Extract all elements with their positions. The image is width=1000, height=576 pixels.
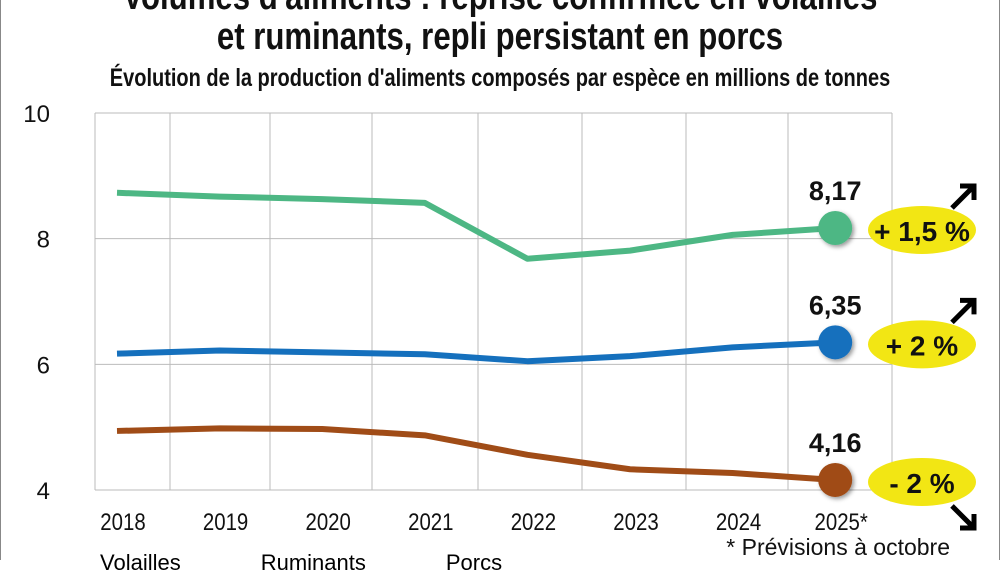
chart-subtitle: Évolution de la production d'aliments co… — [109, 64, 891, 92]
last-point-marker — [818, 462, 853, 497]
change-badge — [868, 205, 976, 254]
series-line-porcs — [116, 425, 836, 483]
arrow-down-right-icon — [950, 504, 977, 531]
y-tick-label: 10 — [23, 101, 50, 128]
change-badge — [868, 320, 976, 369]
chart-title-line1: Volumes d'aliments : reprise confirmée e… — [90, 0, 910, 19]
x-tick-label: 2021 — [408, 508, 453, 535]
change-label: + 2 % — [886, 330, 958, 361]
last-point-marker — [818, 210, 853, 245]
last-value-label: 6,35 — [809, 290, 862, 320]
arrow-up-right-icon — [950, 297, 977, 325]
series-line-volailles — [116, 189, 836, 262]
y-tick-label: 4 — [37, 478, 50, 505]
last-point-marker — [818, 325, 853, 360]
last-value-label: 4,16 — [809, 428, 862, 458]
legend-item: Volailles — [100, 550, 181, 575]
legend-item: Ruminants — [260, 550, 366, 575]
x-tick-label: 2024 — [716, 508, 761, 535]
chart-title-line2: et ruminants, repli persistant en porcs — [216, 16, 784, 58]
line-chart: 4 6 8 10 2018 2019 2020 2021 2022 2023 2024 2025** … — [23, 101, 977, 560]
x-tick-label: 2019 — [203, 508, 248, 535]
x-tick-label: 2018 — [100, 508, 145, 535]
change-badge — [868, 457, 976, 506]
arrow-up-right-icon — [950, 183, 977, 210]
change-label: + 1,5 % — [874, 216, 970, 247]
last-value-label: 8,17 — [809, 176, 862, 206]
series-line-ruminants — [116, 339, 836, 365]
footnote: * Prévisions à octobre — [726, 534, 950, 560]
x-tick-label: 2025* — [815, 508, 869, 535]
x-tick-label: 2023 — [613, 508, 658, 535]
x-tick-label: 2022 — [511, 508, 556, 535]
legend-item: Porcs — [445, 550, 503, 575]
x-tick-label: 2020 — [306, 508, 351, 535]
change-label: - 2 % — [889, 468, 954, 499]
y-tick-label: 8 — [37, 227, 50, 254]
legend: Volailles Ruminants Porcs — [100, 550, 502, 576]
y-tick-label: 6 — [37, 352, 50, 379]
